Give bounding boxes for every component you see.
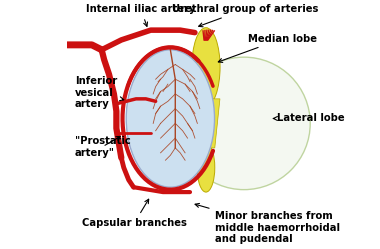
Text: Urethral group of arteries: Urethral group of arteries	[172, 4, 318, 27]
Text: "Prostatic
artery": "Prostatic artery"	[74, 136, 130, 158]
Text: Minor branches from
middle haemorrhoidal
and pudendal: Minor branches from middle haemorrhoidal…	[195, 203, 340, 244]
Text: Capsular branches: Capsular branches	[82, 199, 187, 228]
Ellipse shape	[197, 143, 215, 192]
Text: Median lobe: Median lobe	[218, 34, 317, 62]
Ellipse shape	[126, 50, 215, 187]
Text: Internal iliac artery: Internal iliac artery	[86, 4, 196, 26]
Text: Inferior
vesical
artery: Inferior vesical artery	[74, 76, 124, 109]
Circle shape	[178, 57, 310, 190]
Ellipse shape	[192, 28, 220, 106]
Text: Lateral lobe: Lateral lobe	[274, 114, 345, 124]
Polygon shape	[192, 99, 220, 148]
